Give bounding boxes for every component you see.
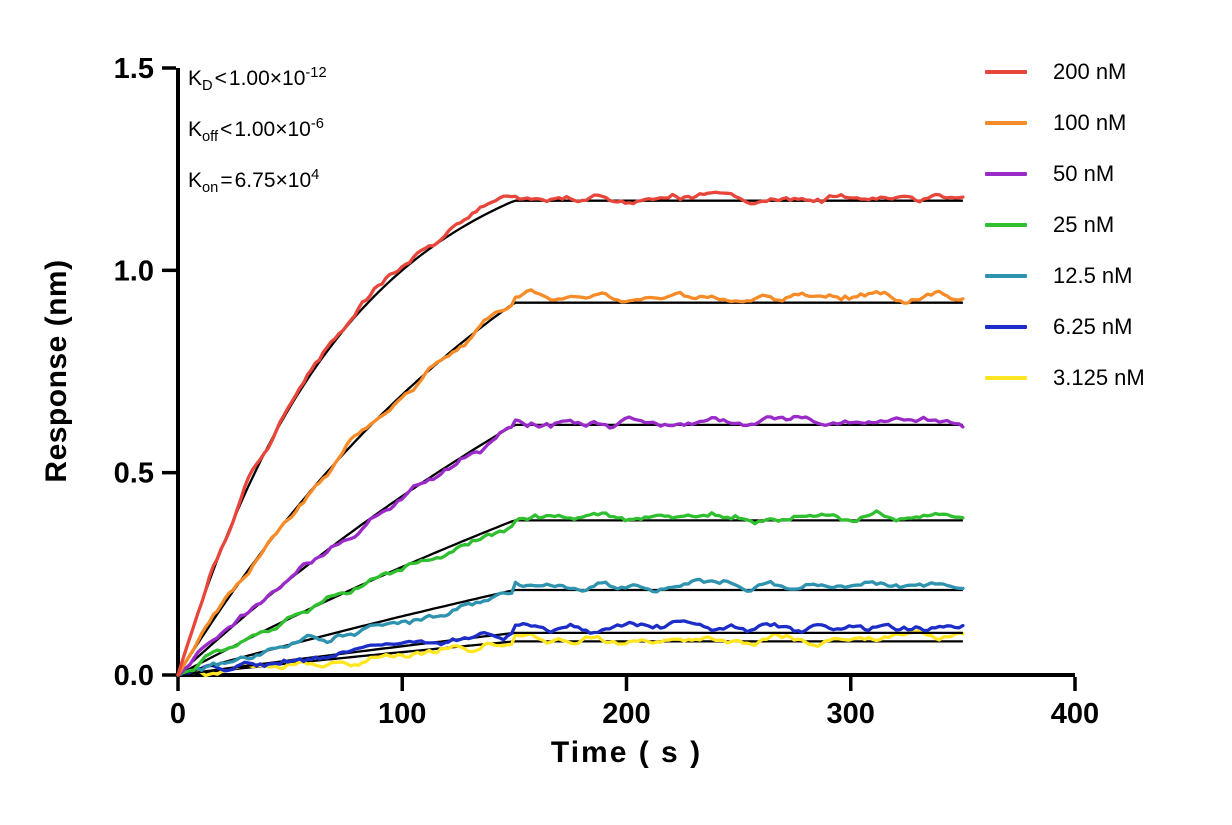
legend-swatch — [985, 121, 1027, 125]
y-tick-label: 0.0 — [114, 660, 154, 692]
kinetic-constant-off: Koff<1.00×10-6 — [188, 116, 324, 146]
legend-swatch — [985, 223, 1027, 227]
legend-item-50-nM: 50 nM — [985, 161, 1145, 186]
fit-line-25-nM — [177, 519, 963, 677]
kinetic-constant-on: Kon=6.75×104 — [188, 167, 320, 197]
legend-swatch — [985, 325, 1027, 329]
legend: 200 nM 100 nM 50 nM 25 nM 12.5 nM 6.25 nM 3.12… — [985, 59, 1145, 390]
data-curve-12-5-nM — [176, 577, 965, 677]
legend-swatch — [985, 70, 1027, 74]
x-tick-label: 300 — [827, 698, 875, 730]
legend-label: 200 nM — [1053, 59, 1127, 84]
legend-label: 100 nM — [1053, 110, 1127, 135]
data-curve-25-nM — [176, 509, 965, 677]
legend-label: 50 nM — [1053, 161, 1115, 186]
x-tick-label: 200 — [602, 698, 650, 730]
legend-item-6-25-nM: 6.25 nM — [985, 314, 1145, 339]
data-curve-100-nM — [176, 288, 965, 677]
fit-line-3-125-nM — [177, 640, 963, 677]
y-axis-title: Response (nm) — [40, 259, 73, 483]
data-curve-50-nM — [176, 414, 965, 677]
legend-swatch — [985, 172, 1027, 176]
legend-label: 6.25 nM — [1053, 314, 1133, 339]
legend-item-200-nM: 200 nM — [985, 59, 1145, 84]
x-tick-label: 0 — [170, 698, 186, 730]
legend-swatch — [985, 376, 1027, 380]
y-tick-label: 0.5 — [114, 458, 154, 490]
data-curve-200-nM — [176, 190, 965, 677]
y-tick-label: 1.0 — [114, 255, 154, 287]
fit-line-200-nM — [176, 199, 963, 676]
legend-label: 25 nM — [1053, 212, 1115, 237]
data-curve-3-125-nM — [176, 628, 965, 678]
legend-item-3-125-nM: 3.125 nM — [985, 365, 1145, 390]
legend-swatch — [985, 274, 1027, 278]
x-axis-title: Time ( s ) — [550, 736, 703, 769]
fit-line-100-nM — [177, 301, 963, 676]
kinetic-constant-D: KD<1.00×10-12 — [188, 65, 327, 95]
data-curve-6-25-nM — [176, 619, 965, 677]
legend-label: 3.125 nM — [1053, 365, 1145, 390]
legend-item-100-nM: 100 nM — [985, 110, 1145, 135]
y-tick-label: 1.5 — [114, 53, 154, 85]
kinetics-annotations: KD<1.00×10-12 Koff<1.00×10-6 Kon=6.75×104 — [188, 54, 327, 208]
x-tick-label: 100 — [378, 698, 426, 730]
legend-label: 12.5 nM — [1053, 263, 1133, 288]
fit-line-50-nM — [177, 423, 963, 676]
legend-item-12-5-nM: 12.5 nM — [985, 263, 1145, 288]
legend-item-25-nM: 25 nM — [985, 212, 1145, 237]
x-tick-label: 400 — [1051, 698, 1099, 730]
